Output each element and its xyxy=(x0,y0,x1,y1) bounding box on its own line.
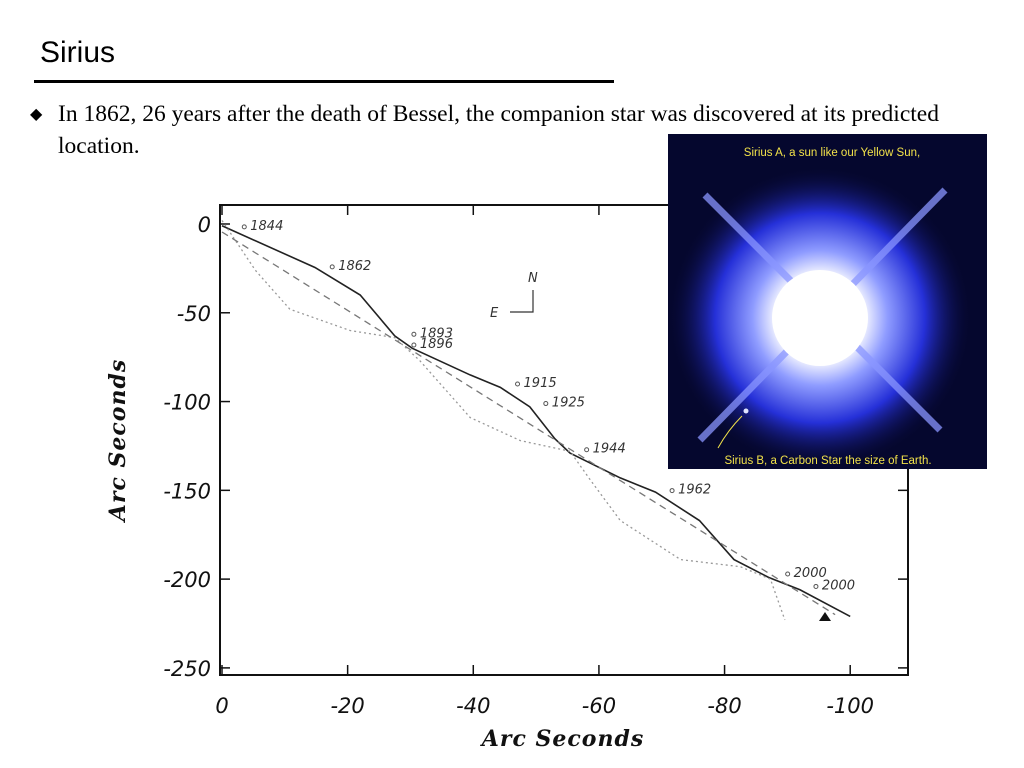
epoch-label: 2000 xyxy=(822,578,855,593)
orbit-line xyxy=(221,225,851,618)
y-tick-label: -200 xyxy=(163,568,211,592)
epoch-marker xyxy=(813,583,819,589)
epoch-label: 1944 xyxy=(593,442,626,457)
x-tick-label: -40 xyxy=(456,694,490,718)
epoch-label: 1862 xyxy=(338,259,371,274)
y-tick-label: -50 xyxy=(177,302,211,326)
epoch-label: 1962 xyxy=(678,483,711,498)
epoch-label: 1896 xyxy=(420,337,453,352)
epoch-label: 1893 xyxy=(420,326,453,341)
compass-label: N xyxy=(528,271,538,286)
epoch-marker xyxy=(411,342,417,348)
epoch-marker xyxy=(411,331,417,337)
epoch-marker xyxy=(584,447,590,453)
epoch-marker xyxy=(329,264,335,270)
x-tick-label: -60 xyxy=(582,694,616,718)
chart: 0 -20 -40 -60 -80 -100 0 -50 -100 -150 -200 -250 Arc… xyxy=(105,205,908,752)
x-axis-label: Arc Seconds xyxy=(480,726,644,752)
compass xyxy=(510,290,534,313)
bullet-text: In 1862, 26 years after the death of Bes… xyxy=(58,101,939,159)
y-axis-label: Arc Seconds xyxy=(105,359,131,523)
sirius-b xyxy=(743,408,749,414)
y-tick-label: -250 xyxy=(163,657,211,681)
x-tick-label: -100 xyxy=(826,694,874,718)
inset-caption: Sirius B, a Carbon Star the size of Eart… xyxy=(724,455,931,467)
epoch-label: 1915 xyxy=(524,376,557,391)
epoch-label: 1925 xyxy=(552,396,585,411)
y-tick-label: -150 xyxy=(163,479,211,503)
inset-caption: Sirius A, a sun like our Yellow Sun, xyxy=(744,147,920,159)
x-tick-label: -80 xyxy=(707,694,741,718)
epoch-marker xyxy=(543,401,549,407)
compass-label: E xyxy=(490,306,499,321)
epoch-marker xyxy=(785,571,791,577)
title-rule xyxy=(34,80,614,83)
epoch-marker xyxy=(669,488,675,494)
slide-title: Sirius xyxy=(40,36,116,69)
epoch-label: 2000 xyxy=(794,566,827,581)
epoch-marker xyxy=(241,224,247,230)
x-tick-label: -20 xyxy=(330,694,364,718)
end-marker xyxy=(819,612,831,621)
orbit-line xyxy=(221,231,836,616)
epoch-marker xyxy=(515,381,521,387)
sirius-a xyxy=(772,270,868,366)
epoch-label: 1844 xyxy=(250,219,283,234)
pointer-arrow xyxy=(717,415,743,449)
x-tick-label: 0 xyxy=(215,694,228,718)
y-tick-label: 0 xyxy=(198,213,211,237)
orbit-line xyxy=(221,220,786,621)
y-tick-label: -100 xyxy=(163,391,211,415)
inset-image: Sirius A, a sun like our Yellow Sun, Sir… xyxy=(668,134,987,469)
bullet-mark: ◆ xyxy=(30,106,43,123)
